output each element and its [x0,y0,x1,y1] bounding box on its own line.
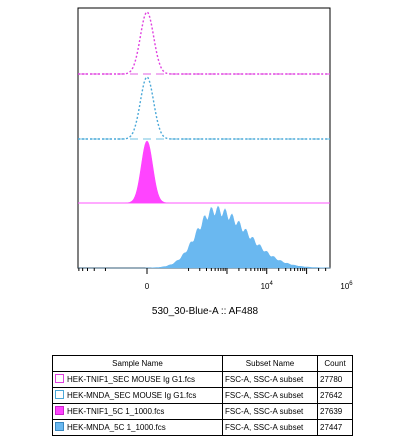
legend-count-cell: 27642 [317,387,353,404]
x-tick-label: 106 [340,281,353,291]
legend-count-cell: 27639 [317,403,353,420]
legend-row: HEK-TNIF1_SEC MOUSE Ig G1.fcs FSC-A, SSC-… [52,371,353,388]
legend-sample-cell: HEK-MNDA_SEC MOUSE Ig G1.fcs [52,387,223,404]
legend-swatch [55,389,64,399]
legend-header-row: Sample Name Subset Name Count [52,355,353,372]
legend-table: Sample Name Subset Name Count HEK-TNIF1_… [52,355,353,436]
x-tick-label: 104 [261,281,274,291]
legend-count-cell: 27780 [317,371,353,388]
legend-sample-cell: HEK-TNIF1_SEC MOUSE Ig G1.fcs [52,371,223,388]
legend-subset-cell: FSC-A, SSC-A subset [222,419,318,436]
legend-subset-cell: FSC-A, SSC-A subset [222,387,318,404]
legend-swatch [55,421,64,431]
x-axis-label: 530_30-Blue-A :: AF488 [151,306,259,317]
legend-row: HEK-MNDA_SEC MOUSE Ig G1.fcs FSC-A, SSC-A… [52,387,353,404]
series-area [78,205,331,269]
legend-header-subset: Subset Name [222,355,318,372]
legend-row: HEK-MNDA_5C 1_1000.fcs FSC-A, SSC-A subse… [52,419,353,436]
legend-subset-cell: FSC-A, SSC-A subset [222,371,318,388]
histogram-plot: 0 104 106 [77,7,353,291]
series-outline [78,11,330,75]
legend-sample-name: HEK-MNDA_5C 1_1000.fcs [67,422,166,432]
legend-swatch [55,405,64,415]
legend-sample-name: HEK-MNDA_SEC MOUSE Ig G1.fcs [67,390,197,400]
legend-header-sample: Sample Name [52,355,223,372]
legend-count-cell: 27447 [317,419,353,436]
legend-sample-cell: HEK-TNIF1_5C 1_1000.fcs [52,403,223,420]
legend-sample-cell: HEK-MNDA_5C 1_1000.fcs [52,419,223,436]
legend-swatch [55,373,64,383]
series-area [78,140,330,204]
legend-sample-name: HEK-TNIF1_5C 1_1000.fcs [67,406,165,416]
series-outline [78,76,330,140]
legend-row: HEK-TNIF1_5C 1_1000.fcs FSC-A, SSC-A subs… [52,403,353,420]
legend-header-count: Count [317,355,353,372]
x-tick-label: 0 [145,282,150,291]
legend-sample-name: HEK-TNIF1_SEC MOUSE Ig G1.fcs [67,374,196,384]
legend-subset-cell: FSC-A, SSC-A subset [222,403,318,420]
